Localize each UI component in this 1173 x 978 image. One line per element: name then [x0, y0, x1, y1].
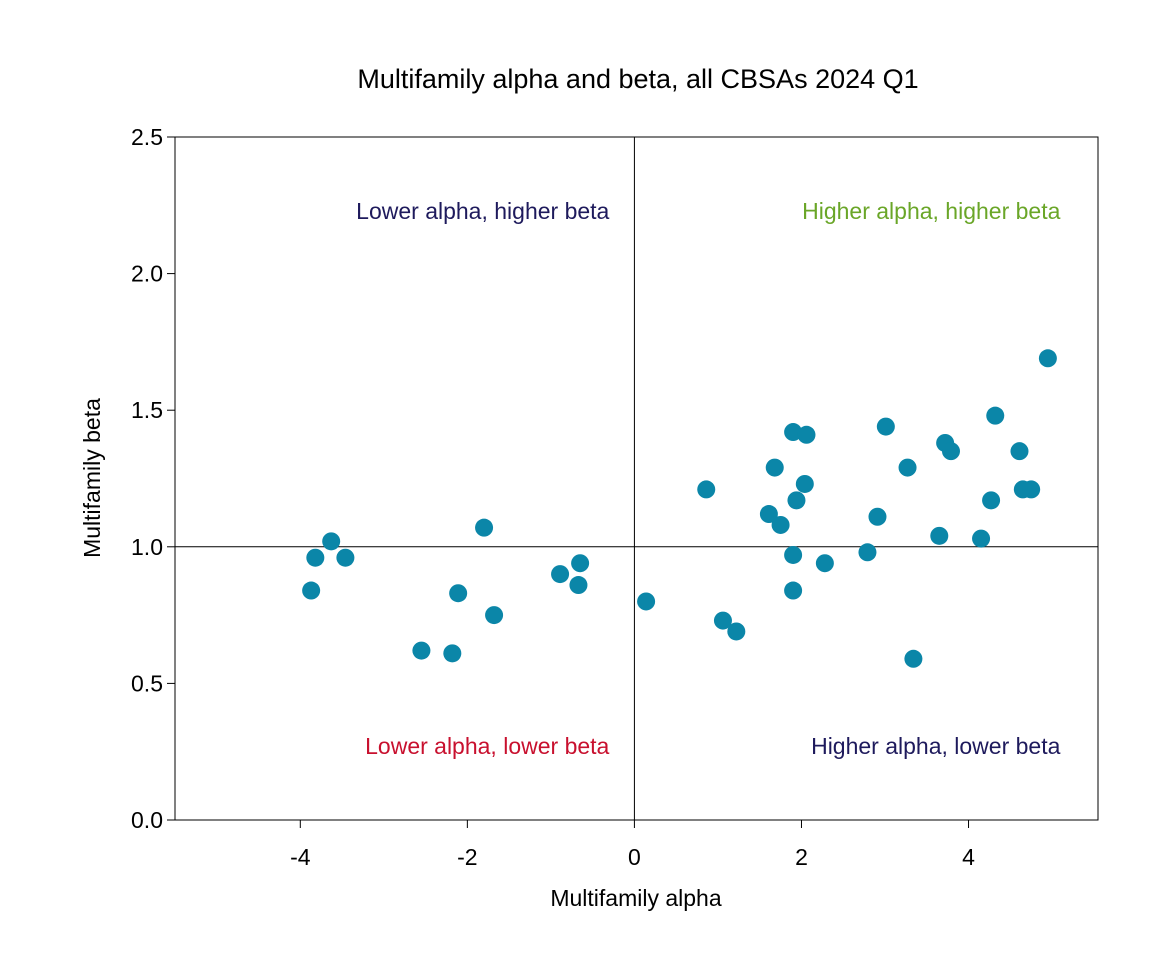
data-point — [815, 554, 834, 573]
data-point — [727, 622, 746, 641]
data-point — [972, 529, 991, 548]
x-tick-label: 4 — [962, 844, 975, 870]
data-point — [795, 474, 814, 493]
data-point — [941, 442, 960, 461]
y-tick-label: 2.0 — [131, 261, 163, 287]
data-point — [336, 548, 355, 567]
data-point — [571, 554, 590, 573]
data-point — [551, 565, 570, 584]
y-tick-label: 1.5 — [131, 397, 163, 423]
data-point — [876, 417, 895, 436]
data-point — [485, 606, 504, 625]
data-point — [765, 458, 784, 477]
data-point — [1022, 480, 1041, 499]
data-point — [759, 505, 778, 524]
data-point — [982, 491, 1001, 510]
quadrant-label: Higher alpha, lower beta — [811, 733, 1061, 759]
data-point — [898, 458, 917, 477]
quadrant-label: Higher alpha, higher beta — [802, 198, 1060, 224]
data-point — [713, 611, 732, 630]
y-tick-label: 0.0 — [131, 807, 163, 833]
y-axis-label: Multifamily beta — [79, 398, 105, 558]
x-tick-label: -4 — [290, 844, 311, 870]
quadrant-label: Lower alpha, higher beta — [356, 198, 609, 224]
x-axis-label: Multifamily alpha — [550, 885, 721, 911]
data-point — [868, 507, 887, 526]
data-point — [1038, 349, 1057, 368]
data-point — [784, 545, 803, 564]
y-tick-label: 1.0 — [131, 534, 163, 560]
data-point — [787, 491, 806, 510]
data-point — [797, 425, 816, 444]
plot-frame — [174, 136, 1099, 821]
plot-area: -4 -2 0 2 4 0.0 0.5 1.0 1.5 2.0 2.5 Lower alpha, hi… — [131, 124, 1099, 870]
data-point — [858, 543, 877, 562]
data-point — [475, 518, 494, 537]
x-tick-label: 0 — [628, 844, 641, 870]
data-point — [904, 649, 923, 668]
quadrant-label: Lower alpha, lower beta — [365, 733, 609, 759]
x-tick-label: -2 — [457, 844, 477, 870]
data-point — [784, 423, 803, 442]
data-point — [322, 532, 341, 551]
data-point — [930, 526, 949, 545]
y-tick-label: 2.5 — [131, 124, 163, 150]
x-tick-label: 2 — [795, 844, 808, 870]
data-point — [637, 592, 656, 611]
data-point — [569, 576, 588, 595]
data-point — [412, 641, 431, 660]
data-point — [306, 548, 325, 567]
data-point — [302, 581, 321, 600]
data-point — [697, 480, 716, 499]
chart-title: Multifamily alpha and beta, all CBSAs 20… — [357, 64, 918, 94]
data-point — [784, 581, 803, 600]
data-point — [771, 515, 790, 534]
y-tick-label: 0.5 — [131, 670, 163, 696]
data-point — [449, 584, 468, 603]
data-point — [443, 644, 462, 663]
data-point — [986, 406, 1005, 425]
data-point — [1010, 442, 1029, 461]
